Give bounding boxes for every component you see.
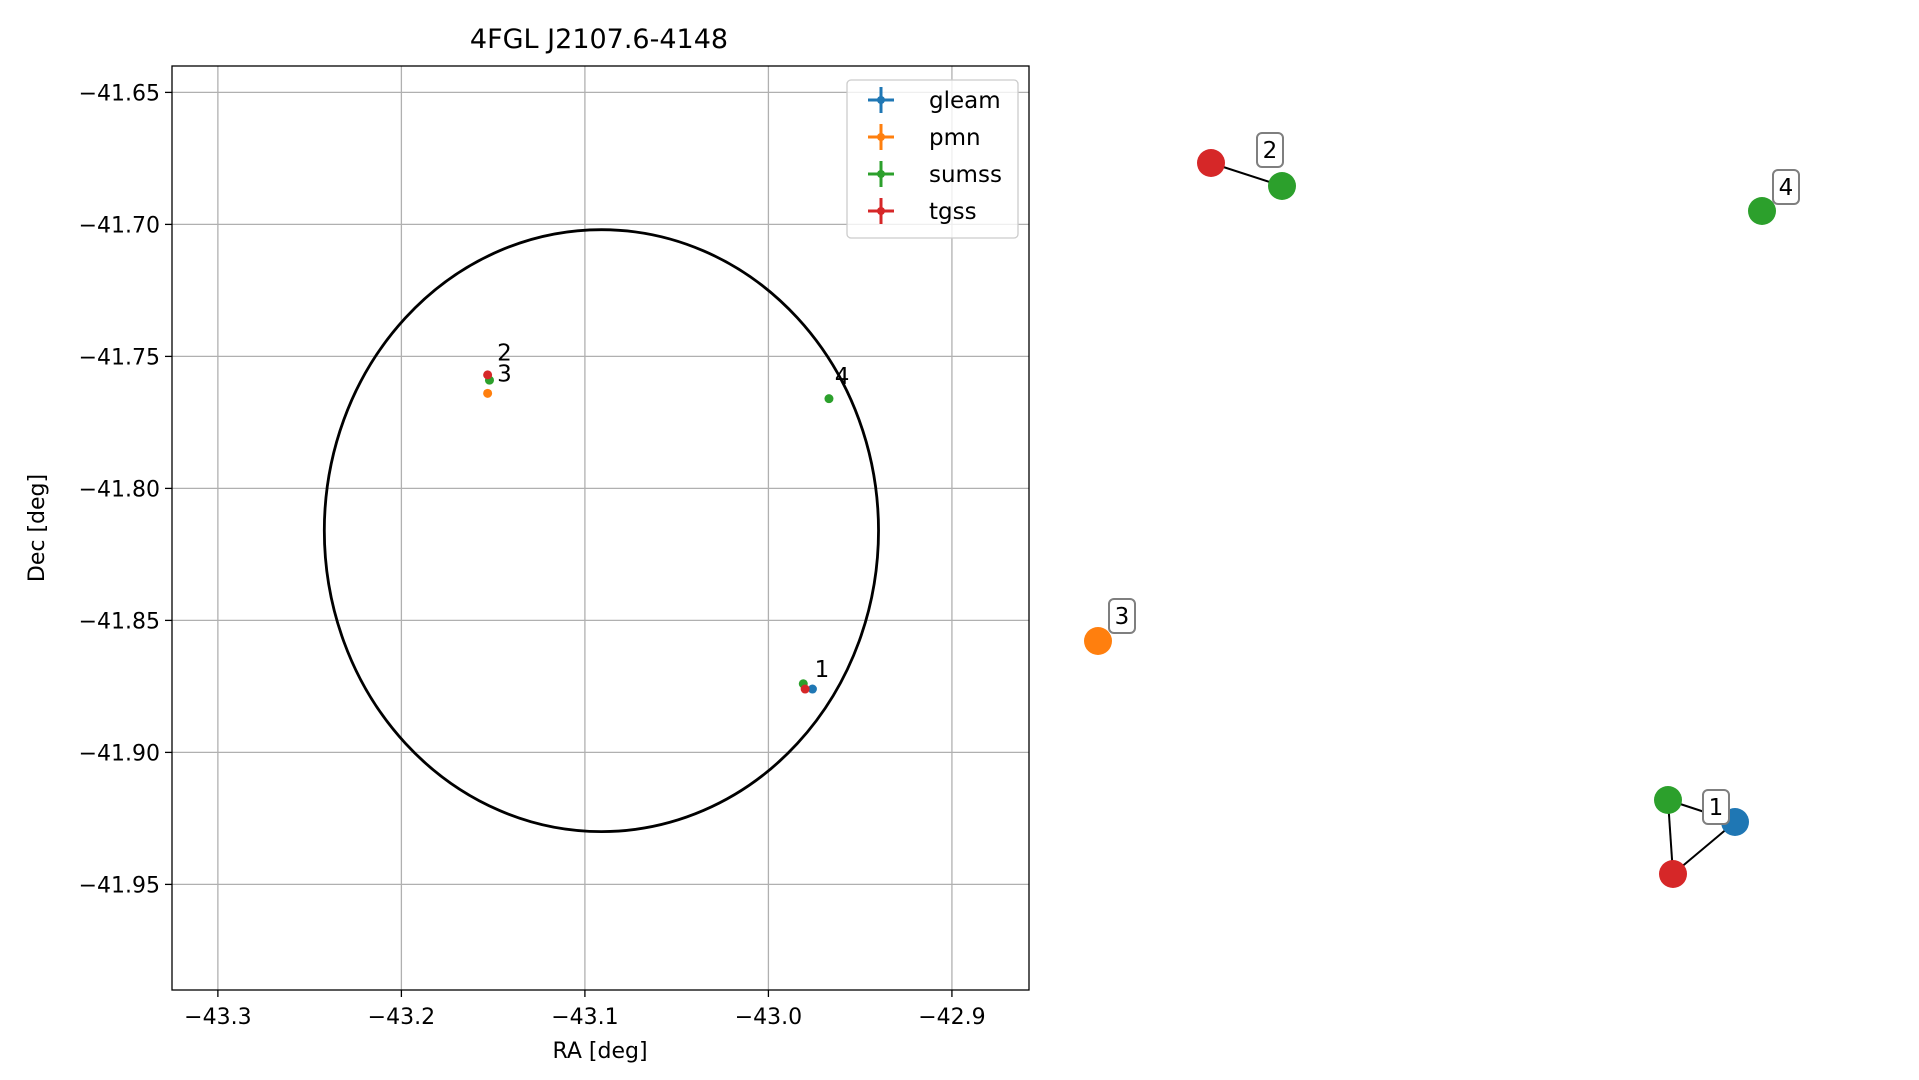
network-group-label: 1 bbox=[1709, 795, 1724, 821]
data-point-sumss bbox=[824, 394, 834, 404]
points-layer bbox=[483, 370, 834, 694]
x-axis-label: RA [deg] bbox=[552, 1039, 647, 1064]
network-label-box bbox=[1772, 169, 1800, 205]
legend-label-pmn: pmn bbox=[929, 125, 981, 151]
grid bbox=[172, 66, 1029, 990]
error-circle bbox=[322, 228, 880, 834]
network-label-box bbox=[1702, 789, 1730, 825]
network-node-sumss bbox=[1654, 786, 1682, 814]
legend-marker-dot bbox=[877, 170, 885, 178]
match-network: 1 2 3 4 bbox=[1084, 132, 1800, 888]
x-tick-label: −43.2 bbox=[368, 1005, 435, 1030]
legend: gleam pmn sumss tgss bbox=[846, 79, 1019, 239]
network-group-label: 4 bbox=[1779, 175, 1794, 201]
y-tick-label: −41.95 bbox=[79, 873, 160, 898]
group-label: 4 bbox=[835, 364, 850, 390]
group-label: 2 bbox=[497, 340, 512, 366]
network-node-tgss bbox=[1197, 149, 1225, 177]
legend-marker-dot bbox=[877, 96, 885, 104]
legend-label-sumss: sumss bbox=[929, 162, 1002, 188]
y-tick-label: −41.70 bbox=[79, 213, 160, 238]
network-node-tgss bbox=[1659, 860, 1687, 888]
data-point-gleam bbox=[807, 684, 817, 694]
y-tick-label: −41.80 bbox=[79, 477, 160, 502]
legend-marker-dot bbox=[877, 133, 885, 141]
network-labels: 1 2 3 4 bbox=[1108, 132, 1800, 825]
error-circle-layer bbox=[322, 228, 880, 834]
legend-label-gleam: gleam bbox=[929, 88, 1001, 114]
network-group-label: 3 bbox=[1115, 604, 1130, 630]
network-group-label: 2 bbox=[1263, 138, 1278, 164]
legend-marker-dot bbox=[877, 207, 885, 215]
plot-frame bbox=[171, 65, 1030, 991]
x-tick-label: −43.0 bbox=[735, 1005, 802, 1030]
axis-ticks: −43.3 −43.2 −43.1 −43.0 −42.9 −41.65 −41.70 −41… bbox=[79, 81, 986, 1030]
y-tick-label: −41.85 bbox=[79, 609, 160, 634]
network-edges bbox=[1210, 162, 1736, 875]
x-tick-label: −43.3 bbox=[184, 1005, 251, 1030]
network-node-pmn bbox=[1084, 627, 1112, 655]
chart-title: 4FGL J2107.6-4148 bbox=[470, 24, 728, 55]
network-node-sumss bbox=[1268, 172, 1296, 200]
data-point-tgss bbox=[800, 684, 810, 694]
y-tick-label: −41.90 bbox=[79, 741, 160, 766]
group-labels-layer: 1 23 4 bbox=[497, 340, 849, 683]
y-tick-label: −41.75 bbox=[79, 345, 160, 370]
y-tick-label: −41.65 bbox=[79, 81, 160, 106]
legend-box bbox=[846, 79, 1019, 239]
x-tick-label: −42.9 bbox=[918, 1005, 985, 1030]
data-point-tgss bbox=[483, 370, 493, 380]
network-nodes bbox=[1084, 149, 1776, 888]
group-label: 3 bbox=[497, 361, 512, 387]
group-label: 1 bbox=[815, 657, 830, 683]
network-label-box bbox=[1256, 132, 1284, 168]
legend-label-tgss: tgss bbox=[929, 199, 977, 225]
x-tick-label: −43.1 bbox=[551, 1005, 618, 1030]
y-axis-label: Dec [deg] bbox=[25, 474, 50, 582]
data-point-pmn bbox=[483, 388, 493, 398]
network-label-box bbox=[1108, 598, 1136, 634]
network-node-sumss bbox=[1748, 197, 1776, 225]
